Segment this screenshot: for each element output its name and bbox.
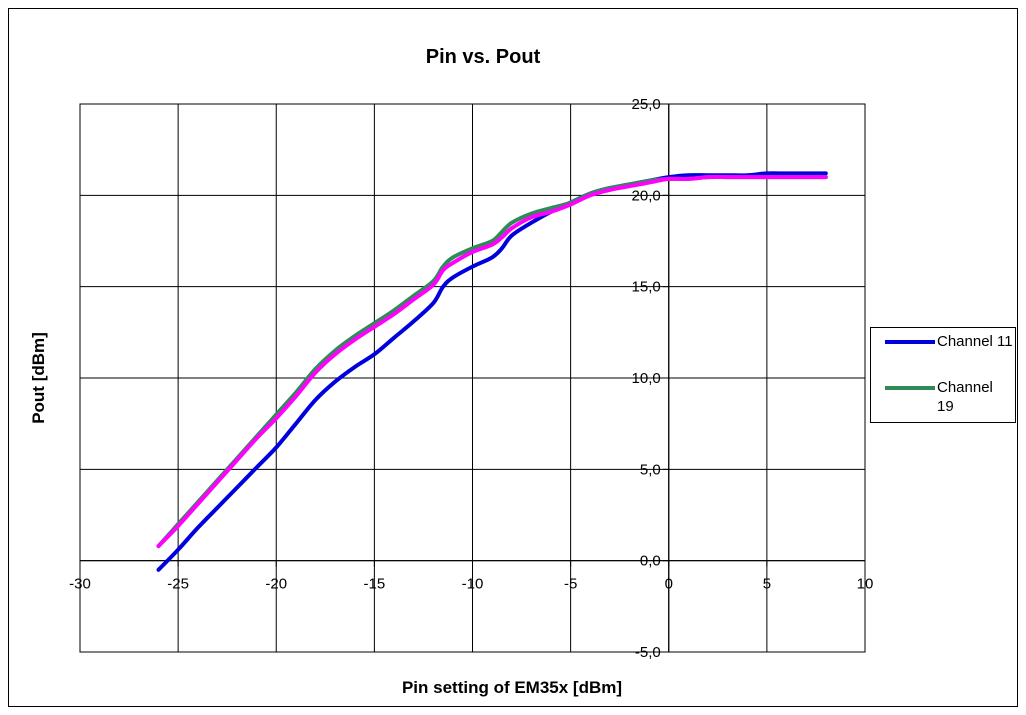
x-tick-label: -25: [167, 576, 189, 593]
x-tick-label: -5: [564, 576, 577, 593]
y-tick-label: 25,0: [632, 96, 661, 113]
legend: Channel 11 Channel 19: [870, 327, 1016, 423]
y-tick-label: -5,0: [635, 644, 661, 661]
x-axis-label: Pin setting of EM35x [dBm]: [402, 678, 622, 697]
legend-swatch-channel-11: [885, 340, 935, 344]
x-tick-label: -20: [265, 576, 287, 593]
y-axis-label: Pout [dBm]: [29, 332, 48, 424]
legend-swatch-channel-19: [885, 386, 935, 390]
y-tick-label: 10,0: [632, 370, 661, 387]
y-tick-label: 20,0: [632, 187, 661, 204]
y-tick-label: 15,0: [632, 279, 661, 296]
legend-label-channel-11: Channel 11: [937, 332, 1013, 351]
y-tick-label: 5,0: [640, 461, 661, 478]
x-tick-label: 5: [763, 576, 771, 593]
x-tick-label: -30: [69, 576, 91, 593]
legend-item-channel-19: Channel 19: [871, 378, 1017, 422]
x-tick-label: 0: [665, 576, 673, 593]
chart-title: Pin vs. Pout: [426, 46, 541, 68]
x-tick-label: 10: [857, 576, 874, 593]
x-tick-label: -10: [462, 576, 484, 593]
legend-item-channel-11: Channel 11: [871, 332, 1017, 376]
y-tick-label: 0,0: [640, 553, 661, 570]
legend-label-channel-19: Channel 19: [937, 378, 1013, 416]
x-tick-label: -15: [364, 576, 386, 593]
